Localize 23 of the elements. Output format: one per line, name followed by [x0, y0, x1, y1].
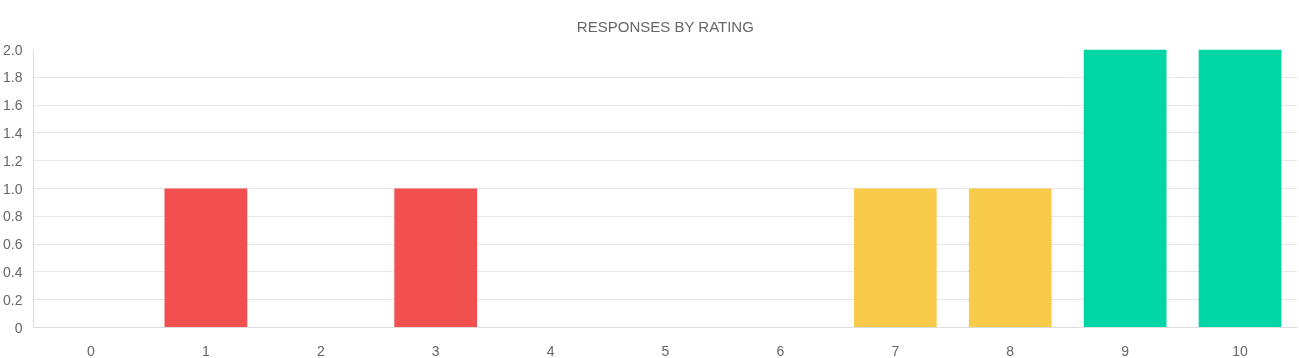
x-tick-label: 6 [776, 342, 785, 358]
x-tick-label: 1 [201, 342, 210, 358]
x-tick-label: 3 [431, 342, 440, 358]
y-tick-label: 0 [14, 319, 23, 336]
y-tick-label: 2.0 [3, 41, 23, 58]
y-tick-label: 0.8 [3, 208, 23, 225]
y-tick-label: 1.0 [3, 180, 23, 197]
x-tick-label: 9 [1121, 342, 1130, 358]
x-tick-label: 4 [546, 342, 555, 358]
y-tick-label: 0.2 [3, 291, 23, 308]
x-tick-label: 2 [316, 342, 325, 358]
x-tick-label: 0 [87, 342, 96, 358]
x-tick-label: 7 [891, 342, 900, 358]
y-tick-label: 1.2 [3, 152, 23, 169]
y-tick-label: 0.4 [3, 263, 23, 280]
x-tick-label: 10 [1232, 342, 1249, 358]
x-tick-label: 8 [1006, 342, 1015, 358]
y-tick-label: 1.6 [3, 97, 23, 114]
y-tick-label: 0.6 [3, 236, 23, 253]
y-tick-label: 1.4 [3, 124, 23, 141]
y-tick-label: 1.8 [3, 69, 23, 86]
x-tick-label: 5 [661, 342, 670, 358]
chart-title: RESPONSES BY RATING [576, 17, 754, 35]
